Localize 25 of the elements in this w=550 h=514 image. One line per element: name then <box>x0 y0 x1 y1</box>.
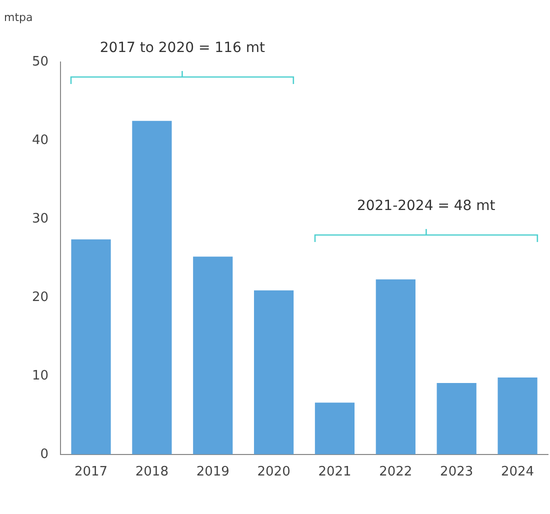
y-tick-label: 40 <box>32 132 49 148</box>
bar <box>193 256 233 454</box>
bar <box>254 290 294 454</box>
x-tick-label: 2023 <box>440 464 474 480</box>
y-tick-label: 10 <box>32 368 49 384</box>
x-tick-label: 2019 <box>196 464 230 480</box>
bar <box>132 120 172 454</box>
x-tick-label: 2024 <box>500 464 534 480</box>
y-tick-label: 20 <box>32 290 49 305</box>
bar <box>498 377 538 454</box>
text: 2017 to 2020 = 116 mt <box>98 40 266 56</box>
y-tick-label: 0 <box>40 446 49 462</box>
x-tick-label: 2021 <box>318 464 352 480</box>
x-tick-label: 2022 <box>379 464 412 480</box>
y-tick-label: 50 <box>32 54 49 70</box>
x-tick-label: 2018 <box>135 464 168 480</box>
bar <box>376 279 416 454</box>
bar <box>314 402 355 454</box>
bar <box>436 382 476 454</box>
annotation: 2021-2024 = 48 mt <box>356 198 496 214</box>
x-tick-label: 2017 <box>74 464 108 480</box>
x-tick-label: 2020 <box>257 464 290 480</box>
bar <box>71 239 111 454</box>
y-tick-label: 30 <box>32 211 49 226</box>
y-axis-title: mtpa <box>4 10 33 24</box>
